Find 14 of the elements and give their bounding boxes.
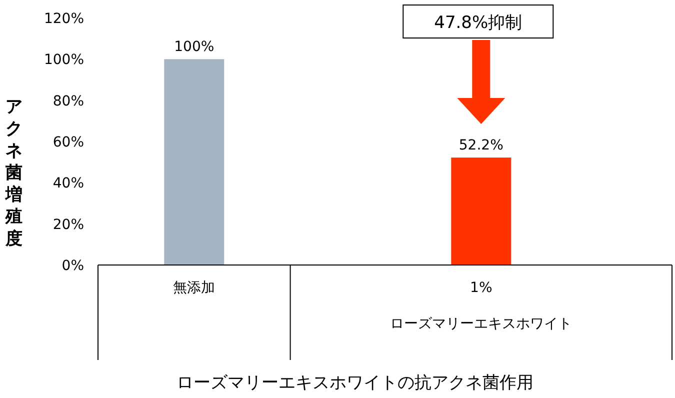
annotation: 47.8%抑制 <box>434 13 522 33</box>
y-tick-label: 0% <box>62 258 84 274</box>
category-label: 1% ローズマリーエキスホワイト <box>390 280 572 332</box>
y-tick-label: 60% <box>52 134 84 150</box>
y-tick-label: 120% <box>44 11 84 27</box>
y-tick-label: 80% <box>52 93 84 110</box>
text: ローズマリーエキスホワイトの抗アクネ菌作用 <box>176 373 534 393</box>
y-tick-label: 40% <box>52 176 84 192</box>
data-label: 52.2% <box>458 138 504 154</box>
data-label: 100% <box>174 39 214 56</box>
x-tick-label: 無添加 <box>173 280 216 296</box>
y-tick-label: 100% <box>44 52 84 68</box>
y-tick-label: 20% <box>52 216 84 233</box>
y-axis-title: アクネ菌増殖度 <box>4 97 22 249</box>
